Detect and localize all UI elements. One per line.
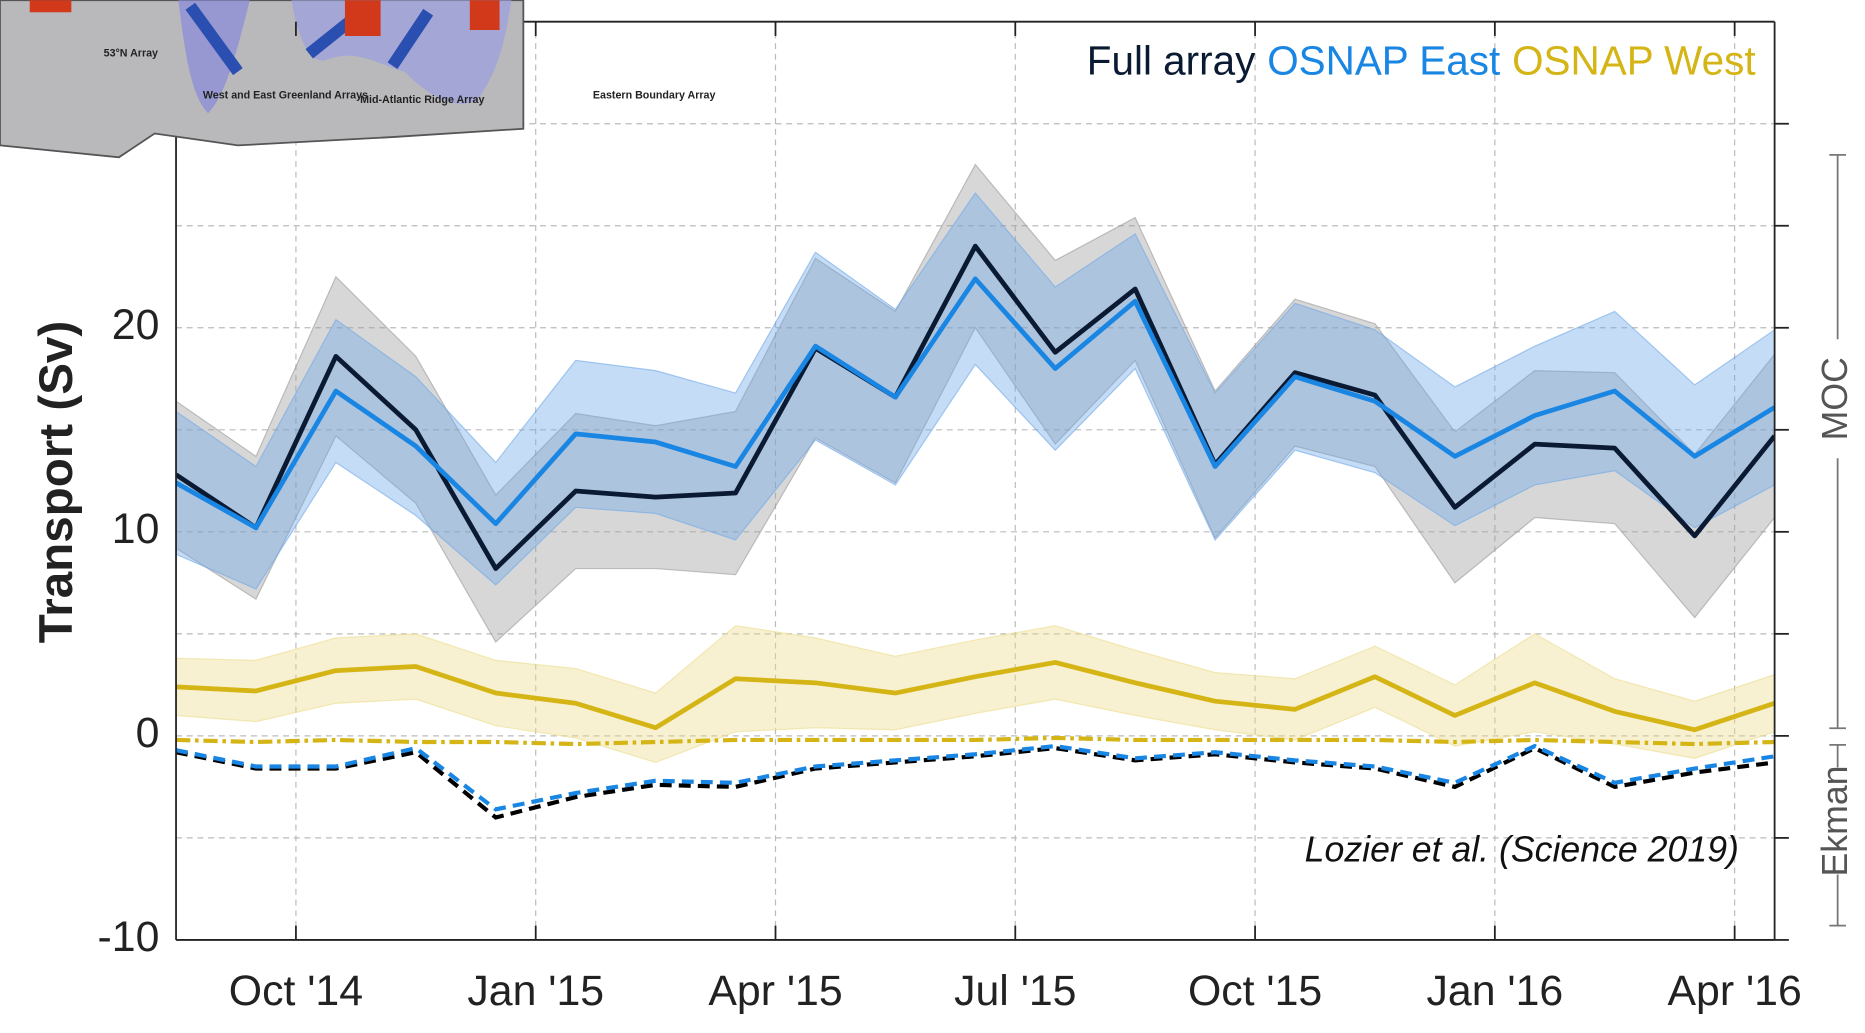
inset-label: Mid-Atlantic Ridge Array (360, 94, 484, 106)
y-tick-label: 0 (136, 709, 160, 757)
y-tick-label: 20 (112, 301, 160, 349)
series-line (176, 243, 1775, 571)
x-tick-label: Jan '15 (467, 967, 604, 1015)
series-line (176, 660, 1775, 733)
bands (176, 163, 1775, 764)
x-tick-label: Oct '14 (229, 967, 363, 1015)
y-axis-label: Transport (Sv) (30, 321, 83, 643)
side-brackets (1829, 154, 1846, 927)
axes (175, 20, 1776, 941)
ekman-label: Ekman (1815, 765, 1855, 876)
uncertainty-band (176, 163, 1775, 643)
x-tick-label: Jan '16 (1427, 967, 1564, 1015)
legend-entry: OSNAP East (1267, 37, 1500, 83)
inset-label: West and East Greenland Arrays (203, 89, 368, 101)
uncertainty-band (176, 192, 1775, 590)
inset-label: 53°N Array (104, 48, 158, 60)
y-tick-label: -10 (98, 913, 160, 961)
citation: Lozier et al. (Science 2019) (1305, 829, 1739, 869)
y-tick-label: 10 (112, 505, 160, 553)
inset-label: Eastern Boundary Array (593, 89, 716, 101)
x-tick-label: Jul '15 (954, 967, 1076, 1015)
x-tick-label: Apr '16 (1668, 967, 1802, 1015)
x-tick-label: Apr '15 (708, 967, 842, 1015)
moc-label: MOC (1815, 357, 1855, 440)
legend: Full array OSNAP East OSNAP West (1087, 37, 1756, 83)
uncertainty-band (176, 625, 1775, 764)
legend-entry: OSNAP West (1512, 37, 1755, 83)
legend-entry: Full array (1087, 37, 1256, 83)
lines (176, 243, 1775, 820)
series-line (176, 276, 1775, 531)
ekman-line (176, 743, 1775, 812)
ekman-line (176, 745, 1775, 820)
inset-map: 53°N Array West and East Greenland Array… (0, 0, 716, 159)
ekman-line (176, 735, 1775, 747)
x-tick-label: Oct '15 (1188, 967, 1322, 1015)
